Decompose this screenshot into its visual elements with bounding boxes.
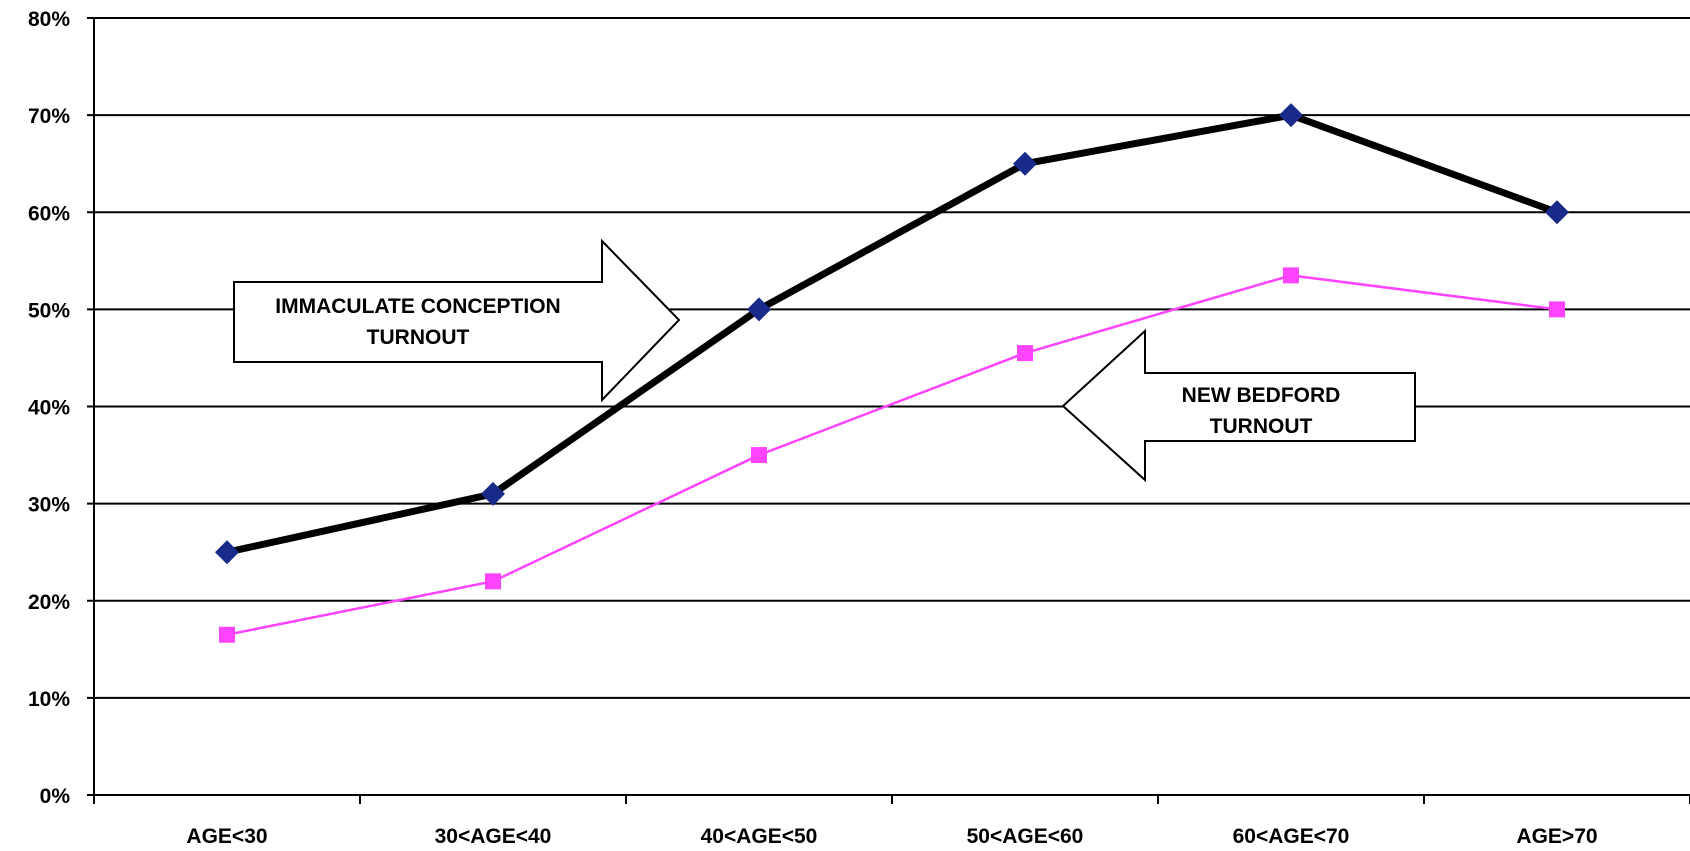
data-point (219, 626, 235, 643)
annotation-text: IMMACULATE CONCEPTION (275, 295, 560, 318)
annotation-text: TURNOUT (367, 326, 470, 349)
y-tick-labels: 0% 10% 20% 30% 40% 50% 60% 70% 80% (28, 8, 70, 808)
data-point (747, 297, 771, 322)
annotation-text: NEW BEDFORD (1182, 384, 1341, 407)
x-tick-label: 30<AGE<40 (435, 825, 552, 848)
data-point (1283, 267, 1299, 284)
data-point (1017, 345, 1033, 362)
y-tick-label: 80% (28, 8, 70, 31)
series-line (226, 274, 1558, 636)
annotation-text: TURNOUT (1210, 415, 1313, 438)
left-arrow-callout (1061, 328, 1416, 483)
x-tick-label: AGE>70 (1516, 825, 1597, 848)
y-tick-label: 50% (28, 299, 70, 322)
data-point (1013, 151, 1037, 176)
x-tick-label: 60<AGE<70 (1233, 825, 1350, 848)
data-point (485, 573, 501, 590)
axes (87, 17, 1690, 804)
y-tick-label: 70% (28, 105, 70, 128)
x-tick-label: AGE<30 (186, 825, 267, 848)
data-point (1545, 200, 1569, 225)
series-markers (215, 103, 1569, 643)
y-tick-label: 10% (28, 688, 70, 711)
x-tick-labels: AGE<30 30<AGE<40 40<AGE<50 50<AGE<60 60<AGE<… (186, 825, 1597, 848)
x-tick-label: 50<AGE<60 (967, 825, 1084, 848)
data-point (751, 447, 767, 464)
series-lines (226, 111, 1559, 636)
series-line (226, 111, 1559, 556)
y-tick-label: 0% (40, 785, 71, 808)
annotations: IMMACULATE CONCEPTION TURNOUT NEW BEDFORD T… (233, 238, 1416, 483)
data-point (1549, 301, 1565, 318)
y-tick-label: 30% (28, 494, 70, 517)
data-point (1279, 103, 1303, 128)
y-tick-label: 40% (28, 397, 70, 420)
x-tick-label: 40<AGE<50 (701, 825, 818, 848)
right-arrow-callout (233, 238, 681, 403)
data-point (215, 540, 239, 565)
y-tick-label: 60% (28, 202, 70, 225)
data-point (481, 481, 505, 506)
y-tick-label: 20% (28, 591, 70, 614)
